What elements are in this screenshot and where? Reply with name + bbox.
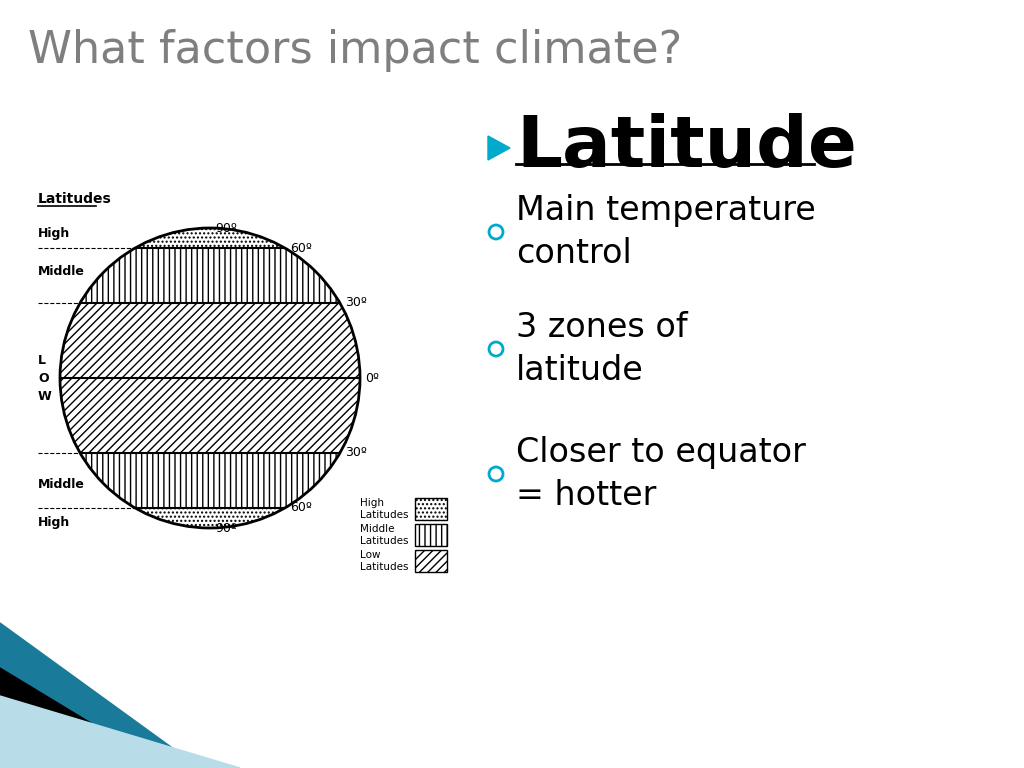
Text: Latitude: Latitude xyxy=(516,114,857,183)
Text: L: L xyxy=(38,353,46,366)
Text: Middle: Middle xyxy=(38,266,85,279)
Text: Main temperature
control: Main temperature control xyxy=(516,194,816,270)
Text: O: O xyxy=(38,372,48,385)
Circle shape xyxy=(60,228,360,528)
Polygon shape xyxy=(0,668,165,768)
Text: 60º: 60º xyxy=(290,242,312,255)
Bar xyxy=(415,550,447,572)
Polygon shape xyxy=(80,453,340,508)
Bar xyxy=(415,498,447,520)
Bar xyxy=(415,524,447,546)
Text: Middle: Middle xyxy=(38,478,85,491)
Text: 3 zones of
latitude: 3 zones of latitude xyxy=(516,311,688,387)
Text: 90º: 90º xyxy=(215,521,237,535)
Text: 60º: 60º xyxy=(290,502,312,515)
Text: 0º: 0º xyxy=(365,372,379,385)
Polygon shape xyxy=(0,623,200,768)
Text: 30º: 30º xyxy=(345,446,367,459)
Text: 90º: 90º xyxy=(215,221,237,234)
Text: High: High xyxy=(38,516,71,529)
Text: W: W xyxy=(38,389,52,402)
Polygon shape xyxy=(488,136,510,160)
Text: 30º: 30º xyxy=(345,296,367,310)
Text: High: High xyxy=(38,227,71,240)
Polygon shape xyxy=(0,696,240,768)
Text: Middle
Latitudes: Middle Latitudes xyxy=(360,525,409,546)
Text: Low
Latitudes: Low Latitudes xyxy=(360,550,409,572)
Polygon shape xyxy=(135,508,285,528)
Text: What factors impact climate?: What factors impact climate? xyxy=(28,28,682,71)
Text: Latitudes: Latitudes xyxy=(38,192,112,206)
Polygon shape xyxy=(80,248,340,303)
Text: High
Latitudes: High Latitudes xyxy=(360,498,409,520)
Text: Closer to equator
= hotter: Closer to equator = hotter xyxy=(516,435,806,512)
Polygon shape xyxy=(60,303,360,453)
Polygon shape xyxy=(135,228,285,248)
